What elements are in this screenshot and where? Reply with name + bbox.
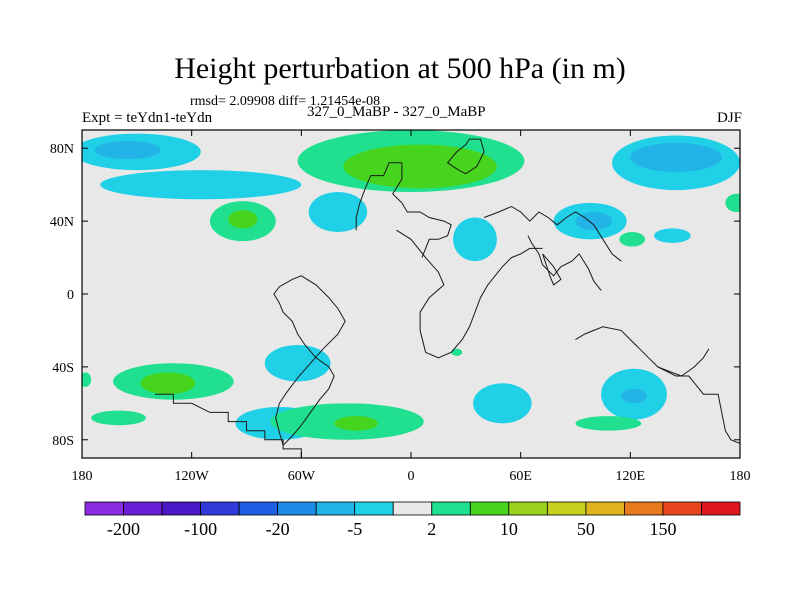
colorbar-box-11 [508, 501, 548, 516]
colorbar-box-16 [701, 501, 741, 516]
coastline-3 [446, 138, 485, 175]
x-tick-label-1: 120W [175, 469, 210, 484]
region-pacific-small-positive [619, 232, 645, 247]
coastlines [155, 138, 740, 458]
colorbar-box-9 [431, 501, 471, 516]
colorbar-box-2 [161, 501, 201, 516]
colorbar-label-4: 2 [427, 519, 436, 539]
coastline-7 [542, 253, 562, 286]
region-south-africa-negative [473, 383, 532, 424]
season-label: DJF [716, 110, 742, 126]
x-tick-label-3: 0 [408, 469, 415, 484]
colorbar-box-7 [354, 501, 394, 516]
y-tick-label-1: 40N [50, 215, 74, 230]
region-asia-negative-core [575, 212, 613, 231]
colorbar-label-1: -100 [184, 519, 217, 539]
region-west-atlantic-negative [308, 191, 368, 233]
region-east-asia-negative [654, 228, 691, 243]
x-tick-label-5: 120E [616, 469, 646, 484]
colorbar-box-5 [277, 501, 317, 516]
experiment-label: Expt = teYdn1-teYdn [82, 110, 213, 126]
coastline-2 [355, 162, 452, 258]
y-tick-label-0: 80N [50, 142, 74, 157]
region-north-atlantic-positive-core [228, 210, 258, 229]
region-south-atlantic-small-positive [451, 348, 463, 356]
colorbar-box-0 [84, 501, 124, 516]
x-tick-label-2: 60W [288, 469, 316, 484]
coastline-8 [575, 326, 710, 377]
colorbar-box-8 [392, 501, 433, 516]
x-tick-label-4: 60E [509, 469, 532, 484]
region-north-america-band [100, 170, 302, 200]
region-south-pacific-positive-core [140, 372, 196, 395]
colorbar-label-3: -5 [347, 519, 362, 539]
colorbar [84, 501, 741, 516]
coastline-5 [483, 205, 622, 262]
y-tick-label-2: 0 [67, 288, 74, 303]
stats-text: rmsd= 2.09908 diff= 1.21454e-08 [190, 94, 381, 109]
colorbar-box-15 [662, 501, 702, 516]
anomaly-regions [82, 130, 740, 440]
region-south-atlantic-band-core [334, 416, 379, 431]
region-antarctic-positive [575, 416, 642, 431]
colorbar-label-7: 150 [649, 519, 676, 539]
colorbar-label-5: 10 [500, 519, 518, 539]
region-south-america-negative [264, 345, 331, 382]
colorbar-label-2: -20 [266, 519, 290, 539]
coastline-9 [657, 366, 740, 444]
x-axis: 180 120W 60W 0 60E 120E 180 [72, 130, 751, 484]
chart-title: Height perturbation at 500 hPa (in m) [174, 52, 626, 85]
region-europe-negative [453, 217, 497, 262]
y-tick-label-4: 80S [52, 434, 74, 449]
x-tick-label-0: 180 [72, 469, 93, 484]
y-tick-label-3: 40S [52, 361, 74, 376]
colorbar-labels: -200 -100 -20 -5 2 10 50 150 [107, 519, 676, 539]
colorbar-label-0: -200 [107, 519, 140, 539]
region-siberia-negative-core [630, 142, 722, 172]
colorbar-box-12 [546, 501, 587, 516]
coastline-4 [396, 229, 543, 359]
colorbar-box-10 [469, 501, 510, 516]
x-tick-label-6: 180 [730, 469, 751, 484]
coastline-1 [273, 275, 346, 446]
region-west-edge-positive [82, 372, 92, 387]
region-indian-ocean-negative-core [621, 388, 647, 404]
colorbar-box-14 [624, 501, 664, 516]
region-east-pacific-edge [725, 193, 740, 212]
region-north-pacific-core [94, 140, 161, 160]
region-southern-ocean-positive [91, 410, 146, 426]
colorbar-box-1 [123, 501, 163, 516]
colorbar-box-13 [585, 501, 625, 516]
region-arctic-positive-core [343, 144, 497, 189]
colorbar-box-6 [315, 501, 356, 516]
colorbar-box-4 [238, 501, 279, 516]
colorbar-label-6: 50 [577, 519, 595, 539]
period-label: 327_0_MaBP - 327_0_MaBP [307, 104, 486, 120]
coastline-6 [527, 235, 602, 291]
y-axis: 80N 40N 0 40S 80S [50, 142, 740, 449]
colorbar-box-3 [200, 501, 240, 516]
coastline-0 [155, 393, 302, 458]
